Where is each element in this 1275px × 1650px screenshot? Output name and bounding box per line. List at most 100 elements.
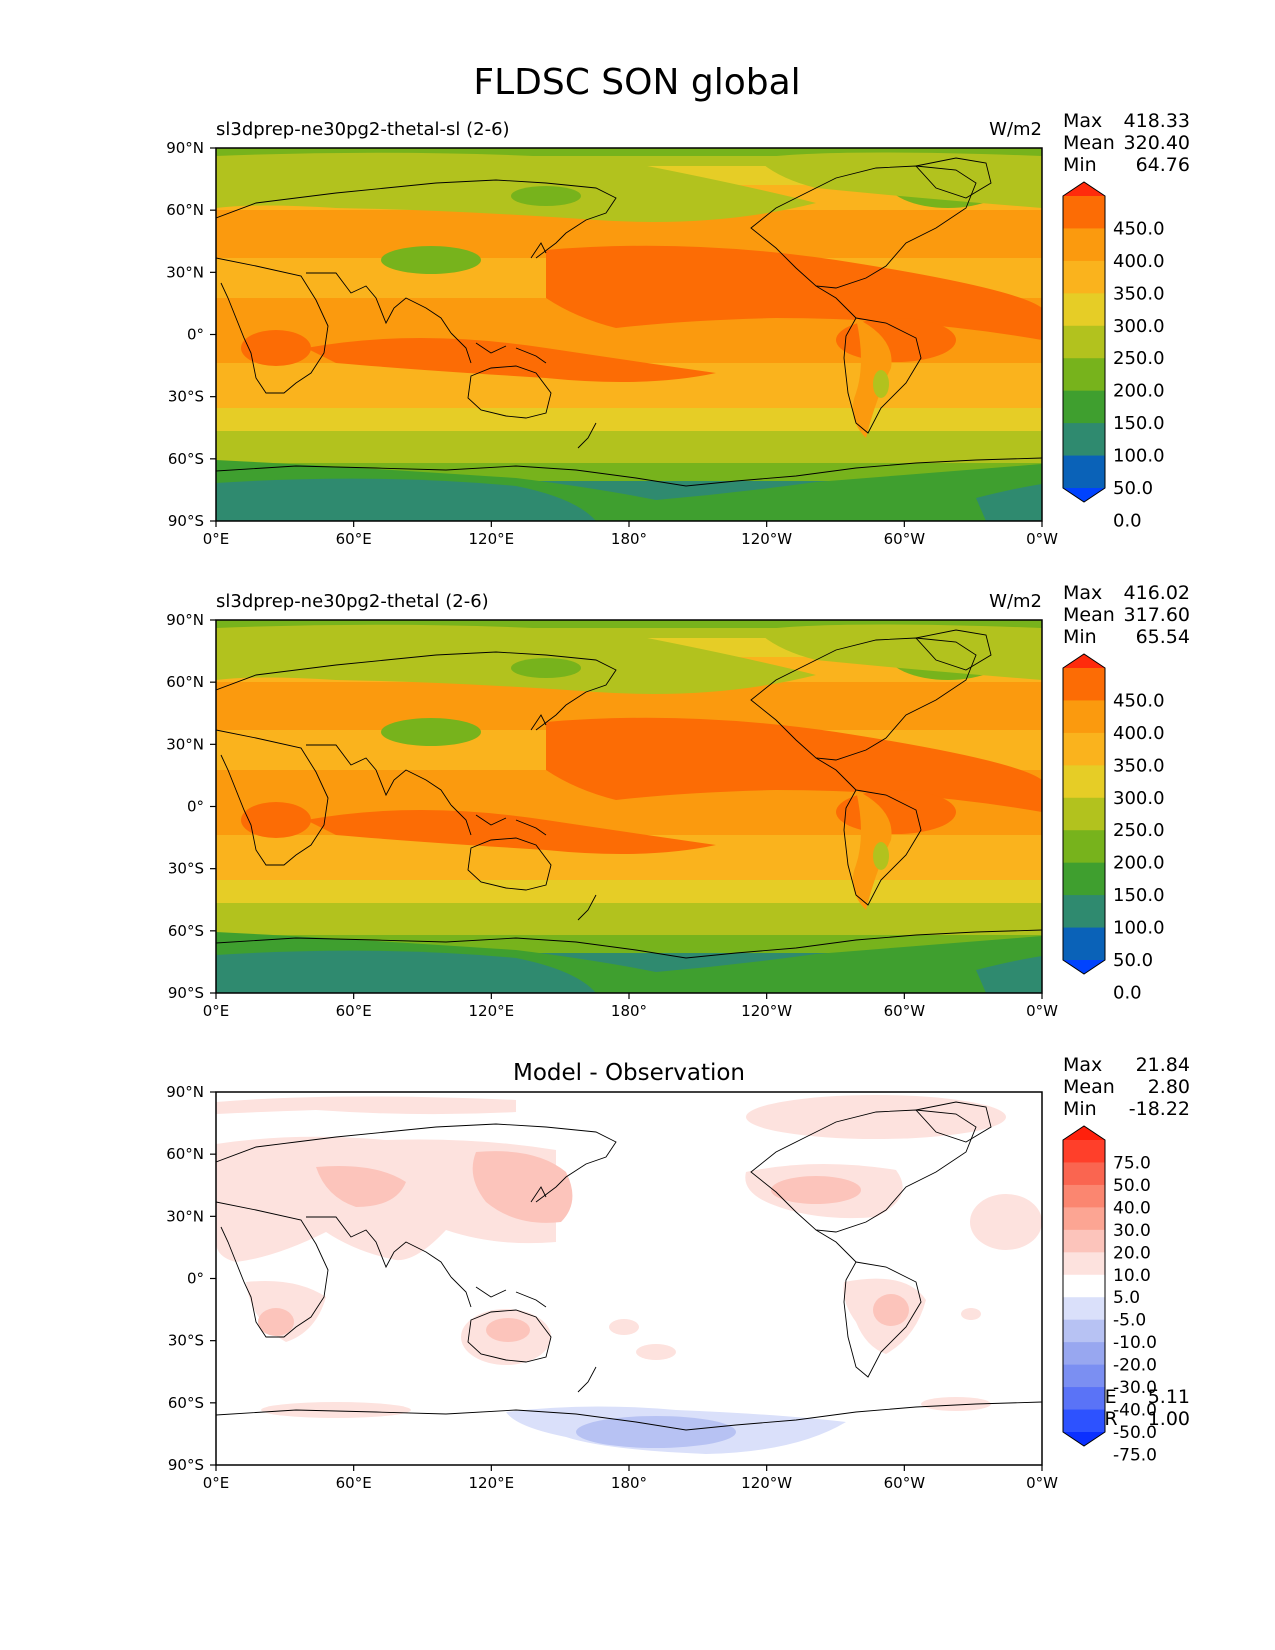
stat-label: Min [1063, 1098, 1097, 1120]
lat-tick-label: 90°S [168, 1456, 204, 1474]
coastline-1 [216, 1201, 329, 1338]
coastline-5 [216, 1401, 1042, 1431]
lon-tick-label: 60°W [884, 1474, 926, 1492]
colorbar-extend-low [1063, 960, 1105, 974]
colorbar-tick-label: -5.0 [1113, 1311, 1146, 1331]
lat-tick-label: 30°N [166, 263, 204, 281]
lon-tick-label: 120°E [469, 1002, 515, 1020]
lon-tick-label: 0°E [203, 530, 230, 548]
coastline-2 [306, 744, 452, 806]
colorbar-tick-label: 350.0 [1113, 755, 1165, 776]
stat-value: 418.33 [1124, 110, 1190, 132]
coastline-9 [915, 1101, 992, 1143]
colorbar-box [1063, 1162, 1105, 1186]
coastline-6 [750, 1109, 977, 1233]
colorbar-extend-high [1063, 1126, 1105, 1140]
coastline-4 [467, 365, 552, 419]
lat-tick-label: 0° [187, 326, 204, 344]
stats-reference: Max 416.02 Mean 317.60 Min 65.54 [1063, 582, 1190, 648]
lon-tick-label: 60°W [884, 1002, 926, 1020]
colorbar-tick-label: -75.0 [1113, 1445, 1157, 1465]
field-difference [216, 1092, 1042, 1465]
colorbar-box [1063, 895, 1105, 928]
colorbar-extend-low [1063, 1432, 1105, 1446]
colorbar-tick-label: 200.0 [1113, 853, 1165, 874]
panel-center-title: Model - Observation [513, 1060, 745, 1086]
colorbar-tick-label: 100.0 [1113, 446, 1165, 467]
lon-tick-label: 0°W [1026, 1474, 1058, 1492]
colorbar-box [1063, 260, 1105, 294]
coastline-8 [843, 317, 922, 434]
coastline-10 [530, 1186, 597, 1393]
colorbar-box [1063, 927, 1105, 961]
coastline-3 [450, 804, 547, 836]
coastline-4 [467, 1309, 552, 1363]
colorbar-tick-label: 150.0 [1113, 885, 1165, 906]
colorbar-tick-label: 400.0 [1113, 251, 1165, 272]
lon-tick-label: 60°W [884, 530, 926, 548]
lon-tick-label: 120°E [469, 530, 515, 548]
stat-value: 64.76 [1136, 154, 1190, 176]
lon-tick-label: 60°E [336, 1474, 372, 1492]
colorbar-box [1063, 293, 1105, 327]
colorbar-tick-label: 400.0 [1113, 723, 1165, 744]
stat-label: Min [1063, 154, 1097, 176]
colorbar-outline [1062, 1125, 1106, 1447]
stat-label: Mean [1063, 132, 1115, 154]
lon-tick-label: 180° [611, 1474, 647, 1492]
colorbar-box [1063, 797, 1105, 831]
colorbar-tick-label: 30.0 [1113, 1221, 1151, 1241]
lat-tick-label: 90°N [166, 1083, 204, 1101]
coastline-8 [843, 789, 922, 906]
colorbar-tick-label: 200.0 [1113, 381, 1165, 402]
colorbar-tick-label: 40.0 [1113, 1198, 1151, 1218]
lat-tick-label: 0° [187, 1270, 204, 1288]
coastline-10 [530, 714, 597, 921]
lon-tick-label: 120°W [741, 1474, 792, 1492]
coastline-3 [450, 1276, 547, 1308]
coastline-8 [843, 1261, 922, 1378]
colorbar-tick-label: 75.0 [1113, 1153, 1151, 1173]
field-reference [216, 620, 1042, 993]
coastlines [216, 629, 1042, 959]
panel-left-title: sl3dprep-ne30pg2-thetal (2-6) [216, 591, 489, 612]
panel-test: 90°N 60°N 30°N 0° 30°S 60°S 90°S0°E 60°E 120°E 18… [166, 110, 1190, 548]
lat-tick-label: 60°S [168, 922, 204, 940]
colorbar-box [1063, 1229, 1105, 1253]
stat-value: 1.00 [1148, 1408, 1190, 1430]
lon-tick-label: 120°W [741, 530, 792, 548]
colorbar-tick-label: 450.0 [1113, 690, 1165, 711]
panels: 90°N60°N30°N0°30°S60°S90°S0°E 60°E 120°E 18… [166, 110, 1190, 1492]
colorbar-tick-label: 5.0 [1113, 1288, 1140, 1308]
colorbar-tick-label: 20.0 [1113, 1243, 1151, 1263]
colorbar-box [1063, 1252, 1105, 1276]
coastline-2 [306, 1216, 452, 1278]
colorbar-tick-label: 50.0 [1113, 1176, 1151, 1196]
coastlines [216, 157, 1042, 487]
coastline-6 [750, 637, 977, 761]
coastline-6 [750, 165, 977, 289]
colorbar-tick-label: 0.0 [1113, 982, 1142, 1003]
stat-label: Mean [1063, 1076, 1115, 1098]
colorbar-box [1063, 830, 1105, 864]
colorbar-box [1063, 1207, 1105, 1231]
colorbar-box [1063, 1319, 1105, 1343]
lon-tick-label: 0°W [1026, 1002, 1058, 1020]
stat-value: 317.60 [1124, 604, 1190, 626]
colorbar-box [1063, 390, 1105, 424]
colorbar-tick-label: 0.0 [1113, 510, 1142, 531]
coastline-7 [815, 285, 857, 319]
lat-tick-label: 30°S [168, 1332, 204, 1350]
colorbar-box [1063, 1297, 1105, 1321]
coastline-0 [216, 651, 617, 731]
colorbar-box [1063, 358, 1105, 392]
lon-tick-label: 0°E [203, 1002, 230, 1020]
map-difference: 90°N 60°N 30°N 0° 30°S 60°S 90°S0°E 60°E 120°E 18… [166, 1060, 1058, 1492]
coastline-3 [450, 332, 547, 364]
lat-tick-label: 90°S [168, 512, 204, 530]
lat-tick-label: 90°N [166, 139, 204, 157]
lat-tick-label: 60°S [168, 1394, 204, 1412]
colorbar-box [1063, 196, 1105, 229]
coastline-5 [216, 929, 1042, 959]
